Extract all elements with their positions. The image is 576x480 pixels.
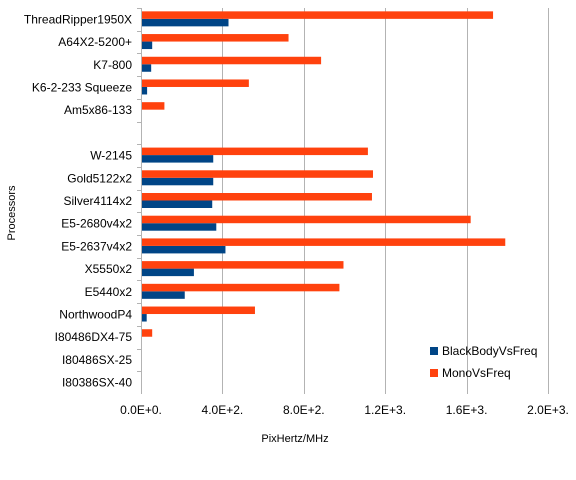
- category-label: K6-2-233 Squeeze: [32, 80, 132, 94]
- x-tick-label: 2.0E+3.: [527, 403, 569, 417]
- bar-blackbodyvsfreq: [141, 200, 213, 208]
- category-label: E5440x2: [85, 285, 133, 299]
- bar-monovsfreq: [141, 34, 289, 42]
- legend-label-monovsfreq: MonoVsFreq: [442, 366, 511, 380]
- category-label: I80486DX4-75: [55, 330, 133, 344]
- bar-monovsfreq: [141, 79, 249, 87]
- category-labels: ThreadRipper1950X A64X2-5200+ K7-800 K6-2-2…: [24, 12, 132, 389]
- axes: [137, 8, 142, 394]
- bar-blackbodyvsfreq: [141, 223, 217, 231]
- legend: BlackBodyVsFreq MonoVsFreq: [430, 344, 537, 380]
- category-label: A64X2-5200+: [58, 35, 132, 49]
- bar-blackbodyvsfreq: [141, 155, 214, 163]
- bar-blackbodyvsfreq: [141, 245, 226, 254]
- bar-monovsfreq: [141, 170, 373, 178]
- bar-monovsfreq: [141, 329, 153, 337]
- bar-monovsfreq: [141, 306, 255, 315]
- grid-lines: [222, 8, 549, 394]
- bar-blackbodyvsfreq: [141, 86, 148, 95]
- x-tick-label: 1.2E+3.: [364, 403, 406, 417]
- x-axis-title: PixHertz/MHz: [261, 433, 328, 445]
- bar-monovsfreq: [141, 261, 344, 269]
- bar-monovsfreq: [141, 238, 506, 246]
- category-label: E5-2680v4x2: [61, 217, 132, 231]
- bar-blackbodyvsfreq: [141, 64, 152, 72]
- category-label: Silver4114x2: [64, 194, 133, 208]
- bar-blackbodyvsfreq: [141, 18, 229, 27]
- bar-monovsfreq: [141, 215, 471, 224]
- category-label: I80486SX-25: [62, 353, 132, 367]
- category-label: Am5x86-133: [64, 103, 132, 117]
- legend-swatch-monovsfreq: [430, 369, 438, 377]
- bar-blackbodyvsfreq: [141, 177, 214, 186]
- x-tick-label: 0.0E+0.: [120, 403, 162, 417]
- bar-monovsfreq: [141, 193, 372, 201]
- category-label: K7-800: [93, 58, 132, 72]
- category-label: ThreadRipper1950X: [24, 12, 132, 26]
- category-label: W-2145: [90, 149, 132, 163]
- category-label: NorthwoodP4: [59, 308, 132, 322]
- bar-monovsfreq: [141, 102, 165, 110]
- category-label: Gold5122x2: [67, 171, 132, 185]
- y-axis-title: Processors: [6, 185, 18, 241]
- legend-swatch-blackbodyvsfreq: [430, 347, 438, 355]
- x-tick-label: 4.0E+2.: [202, 403, 244, 417]
- legend-label-blackbodyvsfreq: BlackBodyVsFreq: [442, 344, 537, 358]
- bar-monovsfreq: [141, 11, 494, 19]
- category-label: X5550x2: [85, 262, 133, 276]
- bar-monovsfreq: [141, 56, 322, 65]
- x-tick-label: 8.0E+2.: [283, 403, 325, 417]
- bar-blackbodyvsfreq: [141, 291, 185, 299]
- bar-blackbodyvsfreq: [141, 268, 194, 277]
- category-label: I80386SX-40: [62, 376, 132, 390]
- bar-blackbodyvsfreq: [141, 41, 153, 50]
- bar-monovsfreq: [141, 147, 368, 156]
- bar-blackbodyvsfreq: [141, 314, 147, 322]
- x-tick-labels: 0.0E+0. 4.0E+2. 8.0E+2. 1.2E+3. 1.6E+3. 2.0E+…: [120, 403, 569, 417]
- x-tick-label: 1.6E+3.: [446, 403, 488, 417]
- bars: [141, 11, 506, 337]
- category-label: E5-2637v4x2: [61, 239, 132, 253]
- bar-monovsfreq: [141, 283, 340, 292]
